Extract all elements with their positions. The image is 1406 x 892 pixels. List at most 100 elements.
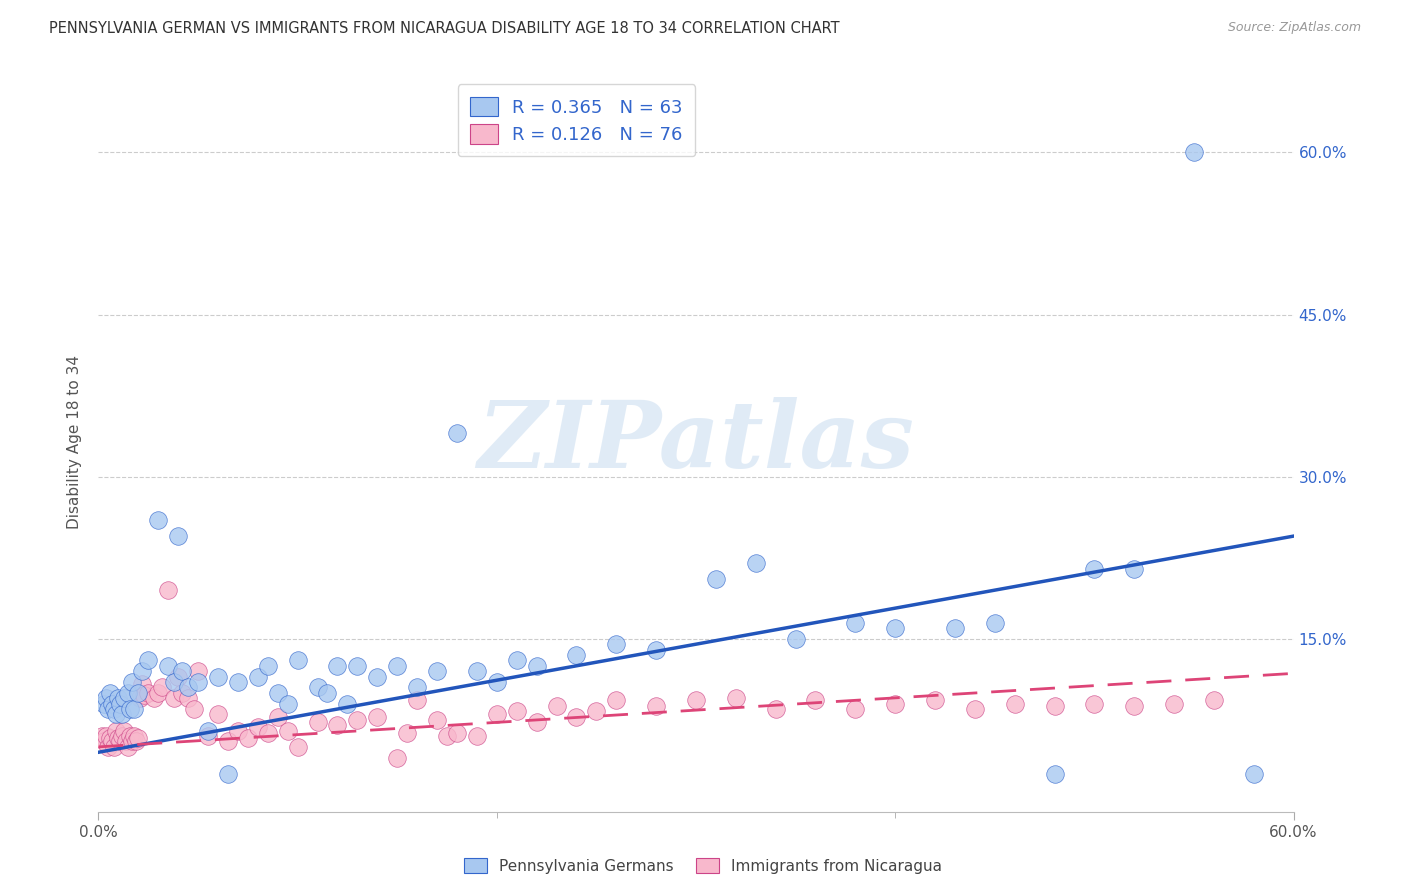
Text: ZIPatlas: ZIPatlas <box>478 397 914 486</box>
Point <box>246 720 269 734</box>
Point <box>396 726 419 740</box>
Point <box>117 739 139 754</box>
Point <box>110 697 132 711</box>
Point <box>127 731 149 746</box>
Point <box>157 583 180 598</box>
Point <box>103 702 125 716</box>
Point <box>93 697 115 711</box>
Point <box>124 702 146 716</box>
Point <box>98 731 122 746</box>
Point <box>148 686 170 700</box>
Point <box>93 734 115 748</box>
Point <box>111 707 134 722</box>
Point <box>120 702 142 716</box>
Point <box>565 709 588 723</box>
Point <box>187 675 209 690</box>
Point <box>183 702 205 716</box>
Point <box>107 731 129 746</box>
Point <box>1083 561 1105 575</box>
Point <box>134 688 156 702</box>
Point <box>143 691 166 706</box>
Point <box>1123 561 1146 575</box>
Point <box>446 726 468 740</box>
Point <box>101 697 124 711</box>
Point <box>326 658 349 673</box>
Point <box>984 615 1007 630</box>
Point <box>745 556 768 570</box>
Point <box>645 698 668 713</box>
Point <box>605 693 627 707</box>
Point <box>526 658 548 673</box>
Point <box>96 691 118 706</box>
Point <box>167 670 190 684</box>
Point <box>172 686 194 700</box>
Point <box>163 675 186 690</box>
Point <box>1004 697 1026 711</box>
Point <box>91 729 114 743</box>
Point <box>465 664 488 678</box>
Point <box>465 729 488 743</box>
Point <box>136 653 159 667</box>
Point <box>112 723 135 738</box>
Point <box>346 658 368 673</box>
Point <box>884 697 907 711</box>
Point <box>307 714 329 729</box>
Point <box>406 681 429 695</box>
Point <box>177 691 200 706</box>
Point <box>150 681 173 695</box>
Point <box>1083 697 1105 711</box>
Point <box>316 686 339 700</box>
Point <box>111 729 134 743</box>
Point <box>605 637 627 651</box>
Point <box>1163 697 1185 711</box>
Point <box>105 707 128 722</box>
Point <box>197 723 219 738</box>
Point <box>685 693 707 707</box>
Point <box>98 686 122 700</box>
Point <box>97 702 120 716</box>
Point <box>287 739 309 754</box>
Point <box>884 621 907 635</box>
Point <box>1182 145 1205 160</box>
Point <box>112 691 135 706</box>
Point <box>267 686 290 700</box>
Point <box>172 664 194 678</box>
Point <box>385 750 409 764</box>
Point <box>426 664 449 678</box>
Point <box>785 632 807 646</box>
Point <box>267 709 290 723</box>
Point <box>1243 767 1265 781</box>
Point <box>506 653 529 667</box>
Y-axis label: Disability Age 18 to 34: Disability Age 18 to 34 <box>67 354 83 529</box>
Legend: Pennsylvania Germans, Immigrants from Nicaragua: Pennsylvania Germans, Immigrants from Ni… <box>457 852 949 880</box>
Point <box>326 718 349 732</box>
Point <box>366 670 388 684</box>
Point <box>163 691 186 706</box>
Point <box>131 664 153 678</box>
Point <box>546 698 568 713</box>
Point <box>704 572 727 586</box>
Point <box>585 704 607 718</box>
Point <box>136 686 159 700</box>
Point <box>177 681 200 695</box>
Point <box>385 658 409 673</box>
Text: PENNSYLVANIA GERMAN VS IMMIGRANTS FROM NICARAGUA DISABILITY AGE 18 TO 34 CORRELA: PENNSYLVANIA GERMAN VS IMMIGRANTS FROM N… <box>49 21 839 37</box>
Point <box>565 648 588 662</box>
Point <box>346 713 368 727</box>
Point <box>121 734 143 748</box>
Point <box>287 653 309 667</box>
Point <box>277 723 299 738</box>
Point <box>105 723 128 738</box>
Point <box>406 693 429 707</box>
Point <box>148 513 170 527</box>
Point <box>127 686 149 700</box>
Point <box>256 726 278 740</box>
Point <box>1202 693 1225 707</box>
Point <box>101 734 124 748</box>
Point <box>724 691 747 706</box>
Point <box>426 713 449 727</box>
Point <box>226 723 249 738</box>
Point <box>844 702 866 716</box>
Point <box>943 621 966 635</box>
Point <box>765 702 787 716</box>
